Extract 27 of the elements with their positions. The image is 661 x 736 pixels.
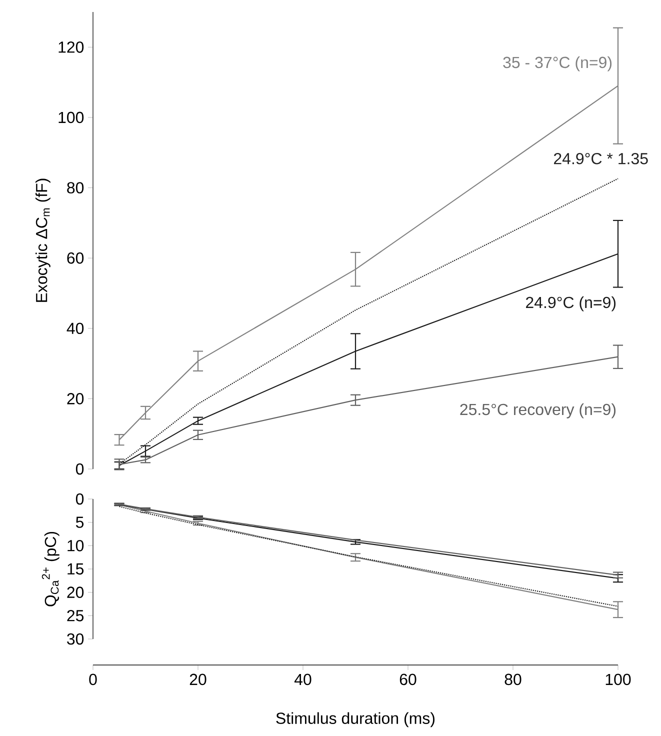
- y-tick-label: 15: [68, 563, 84, 575]
- x-tick-label: 20: [190, 674, 206, 686]
- y-tick-label: 100: [58, 112, 84, 124]
- y-axis-title: Q$_{Ca}$$^{2+}$ (pC): [42, 532, 60, 606]
- series-label: 24.9°C * 1.35: [554, 152, 648, 164]
- x-tick-label: 60: [400, 674, 416, 686]
- y-tick-label: 0: [76, 493, 84, 505]
- series-label: 35 - 37°C (n=9): [503, 56, 612, 72]
- series-label: 24.9°C (n=9): [526, 296, 616, 312]
- x-axis-title: Stimulus duration (ms): [276, 712, 434, 728]
- y-tick-label: 40: [66, 322, 84, 334]
- y-tick-label: 80: [67, 182, 84, 194]
- y-tick-label: 30: [67, 633, 84, 645]
- y-tick-label: 0: [76, 463, 84, 475]
- x-tick-label: 0: [89, 674, 97, 686]
- x-tick-label: 40: [294, 674, 312, 686]
- x-tick-label: 100: [606, 674, 631, 686]
- y-tick-label: 20: [67, 393, 84, 404]
- y-tick-label: 20: [67, 586, 84, 598]
- y-tick-label: 5: [76, 516, 84, 528]
- y-tick-label: 120: [58, 41, 84, 53]
- y-tick-label: 25: [67, 610, 84, 622]
- series-label: 25.5°C recovery (n=9): [460, 403, 616, 418]
- y-tick-label: 10: [68, 540, 84, 552]
- y-axis-title: Exocytic ΔC$_{m}$ (fF): [35, 178, 50, 302]
- y-tick-label: 60: [67, 252, 84, 264]
- x-tick-label: 80: [504, 674, 522, 686]
